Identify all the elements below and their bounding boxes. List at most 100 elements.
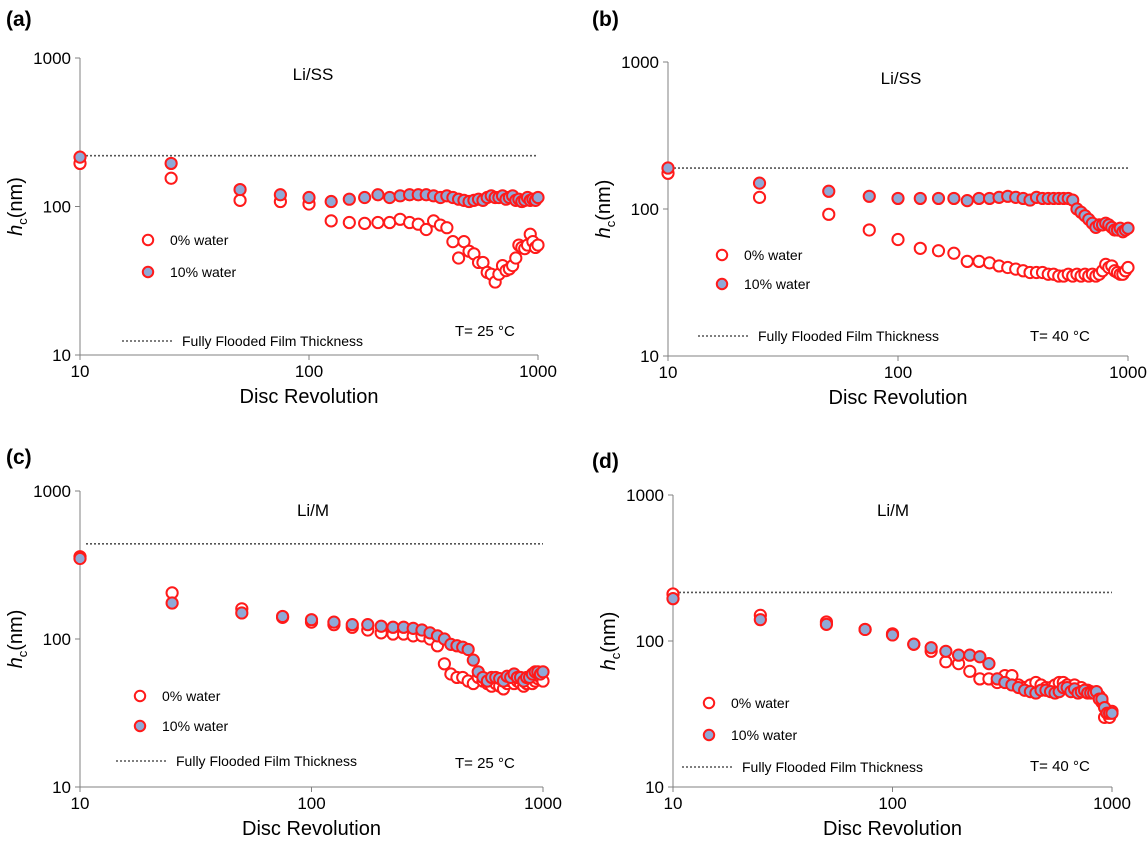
data-point <box>753 613 767 627</box>
data-point <box>973 650 987 664</box>
data-point <box>972 254 986 269</box>
data-point <box>924 641 938 655</box>
series-10-water <box>661 161 1135 239</box>
x-tick-label: 1000 <box>1093 794 1131 813</box>
x-tick-label: 100 <box>297 794 325 813</box>
data-point <box>383 190 397 205</box>
panel-label: (b) <box>592 8 619 31</box>
data-point <box>891 191 905 206</box>
x-tick-label: 1000 <box>524 794 562 813</box>
data-point <box>858 622 872 637</box>
series-10-water <box>666 592 1119 720</box>
y-tick-label: 100 <box>43 630 71 649</box>
chart-title: Li/SS <box>881 69 922 88</box>
data-point <box>1121 260 1135 275</box>
legend-label: 10% water <box>170 264 236 280</box>
data-point <box>345 618 359 632</box>
legend-label: 10% water <box>162 718 228 734</box>
x-tick-label: 10 <box>71 794 90 813</box>
data-point <box>233 182 247 197</box>
data-point <box>327 615 341 629</box>
data-point <box>302 190 316 205</box>
y-tick-label: 10 <box>640 347 659 366</box>
panel-a: (a) 10 100 1000 10 100 1000 Disc Revolution hc(n… <box>5 8 557 408</box>
data-point <box>939 655 953 669</box>
data-point <box>1121 221 1135 235</box>
y-tick-label: 100 <box>631 200 659 219</box>
y-tick-label: 100 <box>636 632 664 651</box>
data-point <box>73 150 87 164</box>
data-point <box>960 254 974 269</box>
legend-label: 0% water <box>162 688 221 704</box>
data-point <box>324 214 338 228</box>
data-point <box>324 194 338 209</box>
legend: 0% water 10% water Fully Flooded Film Thic… <box>682 695 923 775</box>
panel-d: (d) 10 100 1000 10 100 1000 Disc Revolution hc(n… <box>592 450 1131 840</box>
data-point <box>661 161 675 175</box>
chart-title: Li/SS <box>293 65 334 84</box>
data-point <box>947 191 961 206</box>
data-point <box>451 251 466 265</box>
temperature-annotation: T= 40 °C <box>1030 328 1090 345</box>
data-point <box>536 665 550 679</box>
data-point <box>165 596 179 610</box>
x-tick-label: 1000 <box>519 362 557 381</box>
y-tick-label: 10 <box>52 346 71 365</box>
x-axis-title: Disc Revolution <box>240 386 379 408</box>
legend-label: 10% water <box>744 276 810 292</box>
legend-marker <box>133 719 147 733</box>
data-point <box>963 664 977 678</box>
data-point <box>947 246 961 260</box>
panel-label: (d) <box>592 450 619 473</box>
legend-marker <box>702 696 716 710</box>
y-tick-label: 1000 <box>33 49 71 68</box>
panel-label: (c) <box>6 446 32 469</box>
data-point <box>440 221 454 235</box>
y-axis-title: hc(nm) <box>598 612 623 671</box>
data-point <box>466 653 480 667</box>
x-tick-label: 100 <box>295 362 323 381</box>
data-point <box>862 223 876 237</box>
panel-b: (b) 10 100 1000 10 100 1000 Disc Revolution hc(n… <box>592 8 1147 409</box>
data-point <box>361 618 375 632</box>
x-tick-label: 10 <box>664 794 683 813</box>
series-10-water <box>73 551 550 688</box>
data-point <box>822 184 836 198</box>
legend-label: 0% water <box>731 695 790 711</box>
legend-marker <box>141 233 155 247</box>
data-point <box>446 235 460 249</box>
y-tick-label: 1000 <box>621 53 659 72</box>
legend-marker <box>141 265 155 279</box>
y-axis-title: hc(nm) <box>5 610 30 669</box>
data-point <box>419 222 433 237</box>
legend-marker <box>715 277 729 291</box>
data-point <box>931 191 946 206</box>
data-point <box>235 606 249 620</box>
data-point <box>913 191 927 206</box>
data-point <box>531 238 545 252</box>
chart-title: Li/M <box>297 501 329 520</box>
data-point <box>461 642 475 657</box>
data-point <box>233 193 247 207</box>
data-point <box>342 215 356 230</box>
data-point <box>386 620 400 634</box>
series-0-water <box>73 156 545 289</box>
data-point <box>164 171 178 185</box>
legend-label: Fully Flooded Film Thickness <box>176 753 357 769</box>
y-axis-title: hc(nm) <box>5 177 30 236</box>
data-point <box>939 644 953 658</box>
data-point <box>531 190 545 205</box>
x-tick-label: 100 <box>884 363 912 382</box>
data-point <box>862 189 876 203</box>
series-0-water <box>661 166 1135 283</box>
data-point <box>972 191 986 206</box>
legend-label: Fully Flooded Film Thickness <box>758 328 939 344</box>
legend: 0% water 10% water Fully Flooded Film Thic… <box>116 688 357 769</box>
data-point <box>960 194 974 208</box>
data-point <box>752 190 767 204</box>
legend-marker <box>133 689 147 703</box>
x-tick-label: 1000 <box>1109 363 1147 382</box>
data-point <box>822 207 836 221</box>
y-axis-title: hc(nm) <box>593 180 618 239</box>
